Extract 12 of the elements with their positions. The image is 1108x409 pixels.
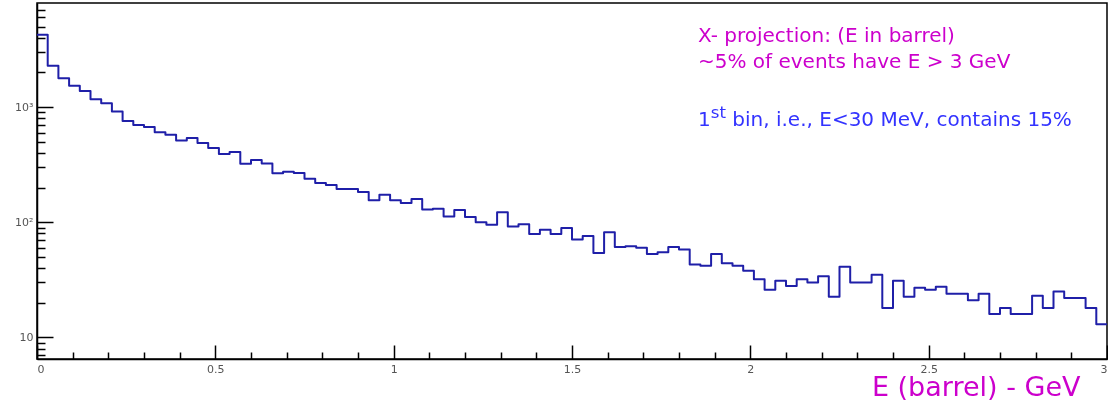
- y-tick-label: 10²: [15, 215, 34, 229]
- x-tick-label: 0: [37, 362, 45, 376]
- annotation: 1$^{st}$ bin, i.e., E<30 MeV, contains 15%: [698, 102, 1072, 132]
- annotation: X- projection: (E in barrel): [698, 22, 956, 48]
- y-tick-label: 10: [19, 330, 34, 344]
- x-tick-label: 1: [390, 362, 398, 376]
- x-tick-label: 0.5: [207, 362, 225, 376]
- x-tick-label: 1.5: [563, 362, 582, 376]
- x-tick-label: 2: [747, 362, 755, 376]
- x-tick-label: 3: [1100, 362, 1108, 376]
- y-tick-label: 10³: [15, 100, 34, 114]
- annotation: ~5% of events have E > 3 GeV: [698, 48, 1012, 74]
